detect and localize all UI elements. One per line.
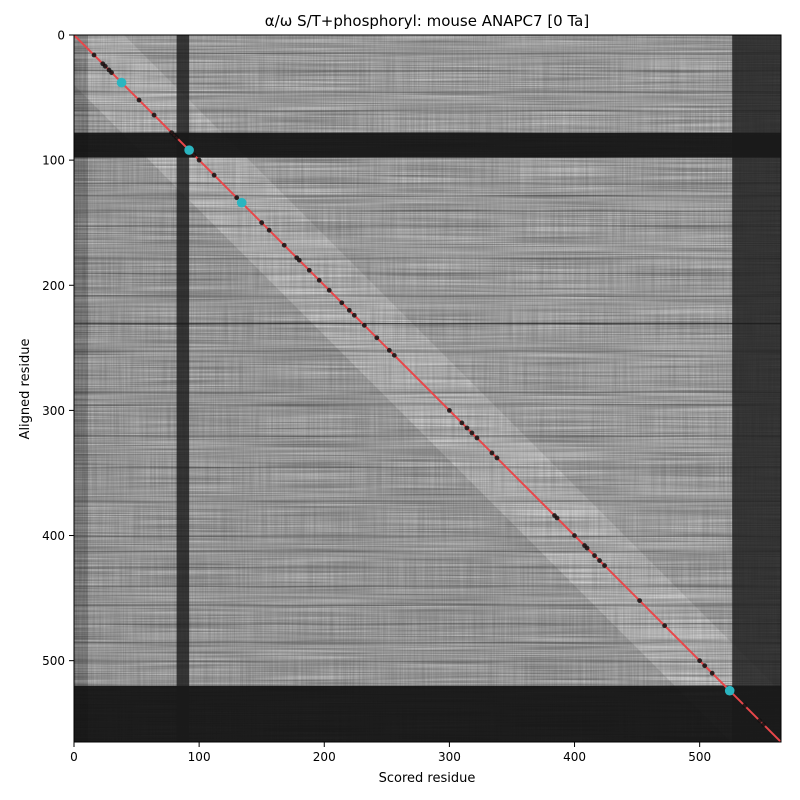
x-tick-label: 400 <box>563 750 586 764</box>
site-marker <box>351 312 357 318</box>
site-marker <box>374 335 380 341</box>
x-axis: 0 100 200 300 400 500 <box>70 742 711 764</box>
phospho-site-marker <box>116 77 127 88</box>
site-marker <box>109 70 114 75</box>
site-marker <box>346 307 352 313</box>
y-tick-label: 100 <box>42 154 65 168</box>
site-marker <box>136 97 142 103</box>
y-tick-label: 300 <box>42 404 65 418</box>
site-marker <box>602 563 607 568</box>
site-marker <box>469 430 475 436</box>
x-tick-label: 0 <box>70 750 78 764</box>
plot-area <box>74 35 781 742</box>
phospho-site-marker <box>236 197 247 208</box>
site-marker <box>662 623 668 629</box>
dark-band-column <box>732 35 781 742</box>
site-marker <box>316 277 322 283</box>
phospho-site-markers <box>116 77 735 696</box>
site-marker <box>391 352 397 358</box>
y-tick-label: 200 <box>42 279 65 293</box>
site-marker <box>742 703 748 709</box>
site-marker <box>191 152 197 158</box>
site-marker <box>697 658 703 664</box>
site-marker <box>266 227 272 233</box>
site-marker <box>151 112 157 118</box>
site-marker <box>196 157 202 163</box>
site-marker <box>592 553 597 558</box>
site-marker <box>174 135 180 141</box>
site-marker <box>597 558 602 563</box>
dark-bands <box>74 35 781 742</box>
site-marker <box>554 515 560 521</box>
site-marker <box>494 455 500 461</box>
site-marker <box>361 322 367 328</box>
phospho-site-marker <box>184 145 194 155</box>
y-tick-label: 500 <box>42 654 65 668</box>
site-marker <box>459 420 465 426</box>
site-marker <box>584 545 590 551</box>
x-tick-label: 200 <box>313 750 336 764</box>
dark-band-row <box>74 685 781 742</box>
y-axis-label: Aligned residue <box>18 339 33 440</box>
site-marker <box>446 407 452 413</box>
site-marker <box>259 220 265 226</box>
y-tick-label: 400 <box>42 529 65 543</box>
dark-band-column <box>176 35 190 742</box>
site-marker <box>326 287 332 293</box>
phospho-site-marker <box>724 685 735 696</box>
chart-title: α/ω S/T+phosphoryl: mouse ANAPC7 [0 Ta] <box>265 12 589 30</box>
site-marker <box>709 670 715 676</box>
x-tick-label: 100 <box>188 750 211 764</box>
site-markers <box>91 52 766 727</box>
site-marker <box>761 722 766 727</box>
site-marker <box>702 663 708 669</box>
site-marker <box>489 450 495 456</box>
y-axis: 0 100 200 300 400 500 <box>42 29 74 668</box>
site-marker <box>464 425 470 431</box>
site-marker <box>572 533 577 538</box>
x-tick-label: 500 <box>688 750 711 764</box>
site-marker <box>339 300 345 306</box>
plot-frame <box>73 34 782 743</box>
site-marker <box>757 718 763 724</box>
site-marker <box>234 195 240 201</box>
x-tick-label: 300 <box>438 750 461 764</box>
y-tick-label: 0 <box>57 29 65 43</box>
site-marker <box>281 242 287 248</box>
site-marker <box>91 52 97 58</box>
site-marker <box>296 257 302 263</box>
site-marker <box>637 598 642 603</box>
site-marker <box>306 267 312 273</box>
site-marker <box>102 63 108 69</box>
x-axis-label: Scored residue <box>379 771 476 786</box>
site-marker <box>211 172 217 178</box>
site-marker <box>474 435 480 441</box>
site-marker <box>386 347 392 353</box>
